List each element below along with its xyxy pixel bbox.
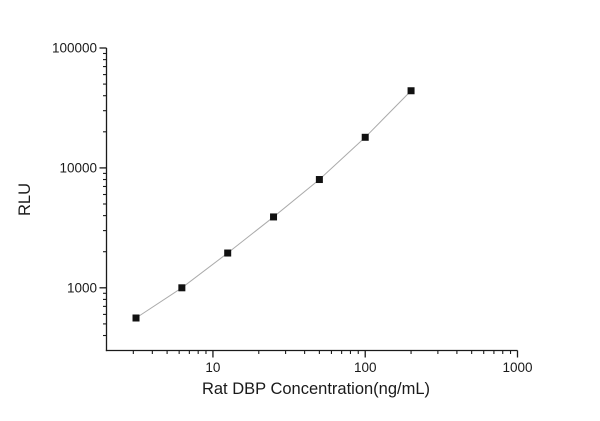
axis-ticks [99,47,519,358]
y-axis-title: RLU [16,183,34,216]
x-tick-label: 10 [205,360,220,375]
y-tick-label: 100000 [52,41,97,56]
data-point-marker [361,133,369,141]
x-tick-label: 1000 [502,360,532,375]
x-tick-label: 100 [354,360,377,375]
data-point-marker [132,314,140,322]
tick-labels: 10 100 1000 1000 10000 100000 [52,41,533,376]
y-tick-label: 1000 [67,280,97,295]
y-tick-label: 10000 [59,160,97,175]
series-line [135,90,412,319]
data-point-marker [407,87,415,95]
data-point-marker [178,284,186,292]
data-series [132,87,415,322]
data-point-marker [270,213,278,221]
x-axis-title: Rat DBP Concentration(ng/mL) [202,380,430,398]
data-point-marker [315,176,323,184]
axes [105,48,518,352]
data-point-marker [224,249,232,257]
